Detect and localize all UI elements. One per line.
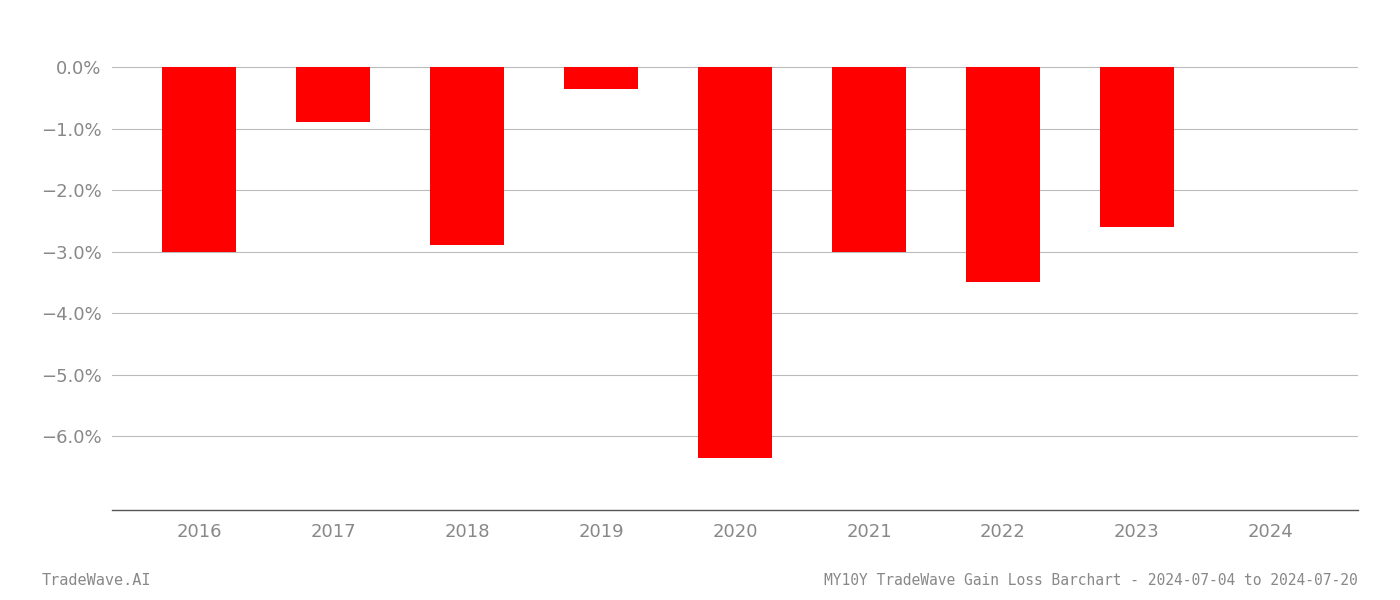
Bar xyxy=(832,67,906,251)
Bar xyxy=(297,67,370,122)
Bar xyxy=(430,67,504,245)
Bar xyxy=(699,67,771,458)
Text: MY10Y TradeWave Gain Loss Barchart - 2024-07-04 to 2024-07-20: MY10Y TradeWave Gain Loss Barchart - 202… xyxy=(825,573,1358,588)
Bar xyxy=(966,67,1040,283)
Text: TradeWave.AI: TradeWave.AI xyxy=(42,573,151,588)
Bar xyxy=(162,67,237,251)
Bar xyxy=(564,67,638,89)
Bar xyxy=(1100,67,1173,227)
